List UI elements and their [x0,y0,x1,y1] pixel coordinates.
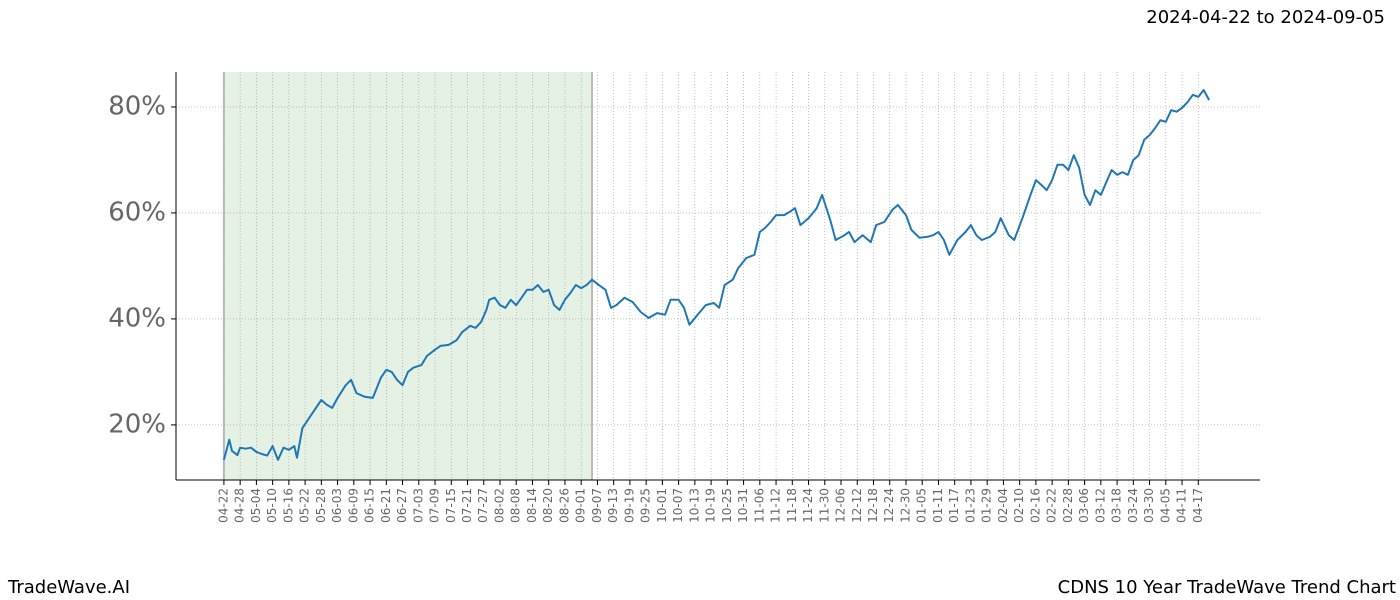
x-tick-label: 02-04 [996,488,1010,523]
x-tick-label: 08-26 [557,488,571,523]
x-tick-label: 03-12 [1093,488,1107,523]
x-tick-label: 01-23 [963,488,977,523]
x-tick-label: 10-25 [720,488,734,523]
x-tick-label: 12-18 [866,488,880,523]
x-tick-label: 08-08 [509,488,523,523]
x-tick-label: 03-30 [1142,488,1156,523]
x-tick-label: 06-21 [379,488,393,523]
x-tick-label: 01-05 [915,488,929,523]
x-tick-label: 06-27 [395,488,409,523]
y-tick-label: 60% [108,197,166,227]
x-tick-label: 10-07 [671,488,685,523]
x-tick-label: 08-20 [541,488,555,523]
x-tick-label: 08-02 [492,488,506,523]
x-tick-label: 09-07 [590,488,604,523]
x-tick-label: 05-22 [298,488,312,523]
x-tick-label: 12-30 [898,488,912,523]
footer-left: TradeWave.AI [7,577,130,598]
x-tick-label: 05-16 [281,488,295,523]
x-tick-label: 06-09 [346,488,360,523]
y-tick-label: 40% [108,303,166,333]
x-tick-label: 11-12 [769,488,783,523]
x-tick-label: 07-03 [411,488,425,523]
x-tick-label: 06-03 [330,488,344,523]
x-tick-label: 05-28 [314,488,328,523]
x-tick-label: 04-22 [216,488,230,523]
x-tick-label: 04-05 [1158,488,1172,523]
x-tick-label: 08-14 [525,488,539,523]
trend-line [222,89,1210,461]
highlight-band [223,72,593,480]
y-tick-label: 20% [108,409,166,439]
x-tick-label: 09-25 [639,488,653,523]
x-tick-label: 05-04 [249,488,263,523]
x-tick-label: 12-06 [834,488,848,523]
x-tick-label: 12-12 [850,488,864,523]
chart-title: 2024-04-22 to 2024-09-05 [1146,7,1385,28]
x-tick-label: 11-06 [752,488,766,523]
x-tick-label: 02-16 [1028,488,1042,523]
x-tick-label: 11-30 [817,488,831,523]
x-tick-label: 06-15 [363,488,377,523]
x-tick-label: 02-10 [1012,488,1026,523]
x-tick-label: 12-24 [882,488,896,523]
x-tick-label: 11-18 [785,488,799,523]
x-tick-label: 10-19 [704,488,718,523]
x-tick-label: 04-11 [1175,488,1189,523]
x-tick-label: 03-06 [1077,488,1091,523]
x-tick-label: 04-17 [1191,488,1205,523]
x-tick-label: 11-24 [801,488,815,523]
x-tick-label: 03-24 [1126,488,1140,523]
x-tick-label: 03-18 [1110,488,1124,523]
x-tick-label: 10-31 [736,488,750,523]
x-tick-label: 10-13 [687,488,701,523]
x-tick-label: 05-10 [265,488,279,523]
x-tick-label: 01-11 [931,488,945,523]
x-tick-label: 01-17 [947,488,961,523]
x-tick-label: 07-21 [460,488,474,523]
x-tick-label: 01-29 [980,488,994,523]
x-tick-label: 02-28 [1061,488,1075,523]
y-tick-label: 80% [108,91,166,121]
x-tick-label: 02-22 [1045,488,1059,523]
x-tick-label: 09-13 [606,488,620,523]
x-tick-label: 07-15 [444,488,458,523]
x-tick-label: 09-01 [574,488,588,523]
x-tick-label: 04-28 [233,488,247,523]
x-tick-label: 07-27 [476,488,490,523]
x-tick-label: 10-01 [655,488,669,523]
x-tick-label: 09-19 [622,488,636,523]
footer-right: CDNS 10 Year TradeWave Trend Chart [1058,577,1396,598]
x-tick-label: 07-09 [428,488,442,523]
